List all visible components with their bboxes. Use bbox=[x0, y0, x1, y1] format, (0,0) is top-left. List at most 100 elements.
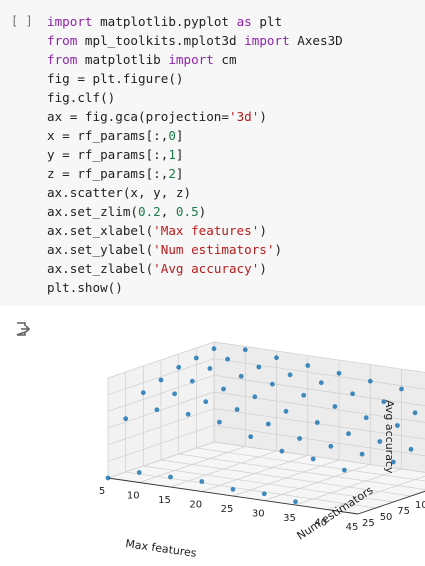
scatter-point bbox=[158, 377, 164, 383]
code-cell[interactable]: [ ] import matplotlib.pyplot as plt from… bbox=[0, 0, 425, 306]
code-token: from bbox=[47, 33, 78, 48]
scatter-point bbox=[261, 491, 267, 497]
scatter-point bbox=[256, 364, 262, 370]
scatter-point bbox=[336, 370, 342, 376]
scatter-point bbox=[305, 363, 311, 368]
scatter-point bbox=[359, 451, 365, 457]
scatter-point bbox=[123, 416, 129, 422]
x-tick-label: 15 bbox=[158, 495, 171, 506]
grid-line bbox=[107, 441, 215, 479]
code-line: plt.show() bbox=[47, 280, 123, 295]
code-token: 0 bbox=[168, 128, 176, 143]
code-line: from matplotlib import cm bbox=[47, 52, 237, 67]
scatter-point bbox=[310, 456, 316, 462]
grid-line bbox=[160, 459, 412, 497]
code-editor[interactable]: import matplotlib.pyplot as plt from mpl… bbox=[47, 12, 343, 297]
code-token: ) bbox=[259, 223, 267, 238]
grid-line bbox=[107, 375, 215, 412]
code-token: ax.set_zlim( bbox=[47, 204, 138, 219]
code-token: z = rf_params[:, bbox=[47, 166, 169, 181]
code-line: ax.set_zlabel('Avg accuracy') bbox=[47, 261, 267, 276]
code-token: 'Avg accuracy' bbox=[153, 261, 260, 276]
code-token: matplotlib bbox=[77, 52, 169, 67]
scatter-point bbox=[363, 415, 369, 421]
x-tick-label: 30 bbox=[252, 509, 265, 520]
scatter-point bbox=[105, 475, 111, 481]
code-line: y = rf_params[:,1] bbox=[47, 147, 184, 162]
scatter-point bbox=[342, 467, 347, 473]
output-arrow-icon[interactable] bbox=[14, 320, 32, 338]
code-line: z = rf_params[:,2] bbox=[47, 166, 184, 181]
scatter-point bbox=[252, 394, 258, 400]
scatter-point bbox=[408, 446, 414, 452]
y-tick-label: 75 bbox=[397, 506, 410, 517]
code-line: ax.set_xlabel('Max features') bbox=[47, 223, 267, 238]
scatter-point bbox=[318, 380, 324, 386]
code-token: plt bbox=[251, 14, 283, 29]
scatter-point bbox=[207, 366, 213, 371]
code-token: 'Max features' bbox=[153, 223, 260, 238]
scatter-point bbox=[346, 431, 351, 437]
code-token: 0.5 bbox=[175, 204, 199, 219]
axis-lines bbox=[107, 477, 425, 515]
run-cell-button[interactable]: [ ] bbox=[11, 14, 33, 28]
scatter-point bbox=[350, 391, 355, 397]
x-tick-label: 35 bbox=[283, 513, 296, 524]
scatter-point bbox=[293, 499, 298, 505]
x-axis-line bbox=[107, 477, 359, 515]
scatter-point bbox=[217, 419, 222, 425]
y-axis-line bbox=[357, 490, 425, 515]
code-token: ax.set_zlabel( bbox=[47, 261, 154, 276]
scatter-point bbox=[377, 439, 383, 444]
x-tick-label: 10 bbox=[127, 491, 140, 502]
grid-line bbox=[178, 453, 425, 490]
scatter-point bbox=[332, 404, 338, 409]
scatter-point bbox=[297, 436, 302, 441]
grid-line bbox=[125, 471, 376, 509]
code-token: mpl_toolkits.mplot3d bbox=[77, 33, 245, 48]
grid-line bbox=[213, 408, 425, 440]
code-token: Axes3D bbox=[289, 33, 343, 48]
code-token: ) bbox=[259, 261, 267, 276]
scatter-point bbox=[283, 408, 289, 414]
scatter-point bbox=[274, 355, 279, 361]
code-token: 2 bbox=[168, 166, 176, 181]
code-line: fig = plt.figure() bbox=[47, 71, 183, 86]
code-token: ] bbox=[175, 128, 184, 143]
code-token: ax.scatter(x, y, z) bbox=[47, 185, 192, 200]
code-token: import bbox=[244, 33, 290, 48]
scatter-point bbox=[390, 459, 396, 465]
grid-line bbox=[143, 465, 394, 503]
scatter-point bbox=[367, 378, 373, 384]
grid-line bbox=[213, 424, 425, 457]
scatter-point bbox=[328, 443, 334, 449]
scatter-point bbox=[211, 346, 217, 352]
code-token: import bbox=[47, 14, 93, 29]
scatter-point bbox=[238, 373, 244, 379]
scatter-point bbox=[395, 423, 400, 428]
code-token: 1 bbox=[168, 147, 176, 162]
code-token: ) bbox=[274, 242, 283, 257]
code-token: , bbox=[160, 204, 176, 219]
scatter-points bbox=[105, 346, 418, 505]
grid-line bbox=[213, 374, 425, 407]
scatter-point bbox=[225, 356, 231, 362]
y-tick-label: 100 bbox=[415, 500, 425, 511]
scatter-point bbox=[221, 386, 226, 392]
scatter-point bbox=[242, 347, 248, 353]
scatter-point bbox=[314, 420, 320, 425]
scatter-3d-plot: 510152025303540452550751001251501750.200… bbox=[99, 341, 425, 560]
code-line: ax.set_zlim(0.2, 0.5) bbox=[47, 204, 206, 219]
scatter-point bbox=[168, 474, 173, 480]
x-tick-label: 40 bbox=[314, 518, 327, 529]
scatter-point bbox=[381, 399, 387, 405]
code-token: ] bbox=[175, 166, 184, 181]
x-tick-label: 5 bbox=[99, 486, 105, 497]
scatter-point bbox=[301, 392, 307, 398]
grid-line bbox=[107, 358, 215, 395]
grid-line bbox=[213, 441, 425, 473]
code-token: plt.show() bbox=[47, 280, 123, 295]
code-line: ax = fig.gca(projection='3d') bbox=[47, 109, 267, 124]
axes-panes bbox=[108, 342, 425, 514]
code-line: ax.set_ylabel('Num estimators') bbox=[47, 242, 282, 257]
